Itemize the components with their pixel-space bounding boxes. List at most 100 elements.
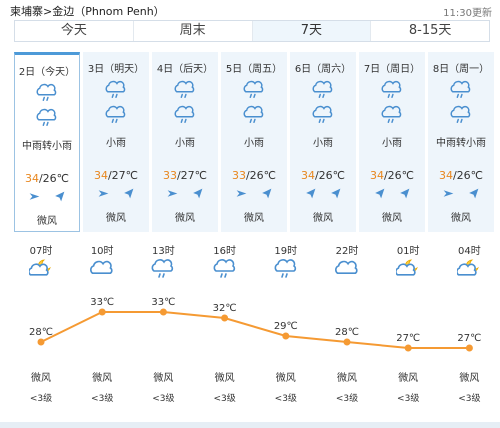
night-cloudy-icon <box>457 259 480 276</box>
day-high: 34 <box>24 172 39 185</box>
hour-icon-slot <box>210 256 240 282</box>
day-column[interactable]: 3日（明天） 小雨 34/27℃ 微风 <box>83 52 149 232</box>
night-icon-slot <box>428 103 494 127</box>
day-icon-slot <box>359 78 425 102</box>
wind-direction <box>15 190 79 206</box>
rain-icon <box>174 105 195 123</box>
day-column[interactable]: 2日（今天） 中雨转小雨 34/26℃ 微风 <box>14 52 80 232</box>
hour-wind: 微风 <box>459 373 480 384</box>
temperature-point <box>404 344 412 352</box>
hour-icon-slot <box>332 256 362 282</box>
day-date: 6日（周六） <box>294 64 352 75</box>
seven-day-forecast: 2日（今天） 中雨转小雨 34/26℃ 微风 3日（明天） 小雨 34/27℃ … <box>14 52 494 232</box>
tab-8-15-days[interactable]: 8-15天 <box>371 21 489 41</box>
day-wind: 微风 <box>106 213 126 224</box>
temperature-line-chart: 28℃ 33℃ 33℃ 32℃ 29℃ 28℃ 27℃ 27℃ <box>29 297 481 352</box>
wind-northeast-icon <box>331 188 341 199</box>
day-icon-slot <box>83 78 149 102</box>
wind-direction <box>152 187 218 203</box>
rain-icon <box>450 80 471 98</box>
day-icon-slot <box>152 78 218 102</box>
day-weather: 中雨转小雨 <box>436 138 486 149</box>
day-weather: 小雨 <box>382 138 402 149</box>
wind-northeast-icon <box>469 188 479 199</box>
night-cloudy-icon <box>396 259 419 276</box>
night-icon-slot <box>83 103 149 127</box>
temperature-point <box>98 308 106 316</box>
rain-icon <box>381 105 402 123</box>
rain-icon <box>36 83 57 101</box>
wind-northeast-icon <box>124 188 134 199</box>
day-low: /26℃ <box>452 169 484 182</box>
day-icon-slot <box>15 81 79 105</box>
rain-icon <box>312 105 333 123</box>
hour-wind: 微风 <box>275 373 296 384</box>
hour-icon-slot <box>393 256 423 282</box>
temperature-data-label: 29℃ <box>274 321 298 332</box>
rain-icon <box>450 105 471 123</box>
temperature-data-label: 33℃ <box>151 297 175 308</box>
bottom-scrollbar[interactable] <box>0 422 500 428</box>
day-wind: 微风 <box>382 213 402 224</box>
rain-icon <box>274 259 296 278</box>
tab-bar: 今天 周末 7天 8-15天 <box>14 20 490 42</box>
wind-direction <box>83 187 149 203</box>
night-icon-slot <box>221 103 287 127</box>
cloudy-icon <box>335 260 358 274</box>
wind-east-icon <box>236 190 247 197</box>
day-high: 34 <box>300 169 315 182</box>
hour-icon-slot <box>87 256 117 282</box>
hour-icon-slot <box>26 256 56 282</box>
wind-east-icon <box>98 190 109 197</box>
temperature-point <box>221 314 229 322</box>
wind-direction <box>359 187 425 203</box>
day-low: /26℃ <box>314 169 346 182</box>
day-date: 5日（周五） <box>225 64 283 75</box>
night-cloudy-icon <box>29 259 51 276</box>
day-column[interactable]: 5日（周五） 小雨 33/26℃ 微风 <box>221 52 287 232</box>
temperature-data-label: 27℃ <box>396 333 420 344</box>
rain-icon <box>312 80 333 98</box>
rain-icon <box>105 105 126 123</box>
day-wind: 微风 <box>313 213 333 224</box>
day-high: 34 <box>369 169 384 182</box>
breadcrumb[interactable]: 柬埔寨>金边（Phnom Penh） <box>10 5 165 18</box>
hour-wind: 微风 <box>214 373 235 384</box>
hour-label: 19时 <box>274 246 298 257</box>
rain-icon <box>213 259 235 278</box>
day-temperature: 33/27℃ <box>152 169 218 182</box>
day-weather: 小雨 <box>175 138 195 149</box>
tab-weekend[interactable]: 周末 <box>133 21 253 41</box>
header: 柬埔寨>金边（Phnom Penh） 11:30更新 <box>0 0 500 20</box>
day-low: /26℃ <box>38 172 70 185</box>
day-column[interactable]: 8日（周一） 中雨转小雨 34/26℃ 微风 <box>428 52 494 232</box>
hourly-forecast: 28℃ 33℃ 33℃ 32℃ 29℃ 28℃ 27℃ 27℃ 07时 微风 <3级 10时 微风 <… <box>0 236 500 428</box>
tab-7-days[interactable]: 7天 <box>252 21 372 41</box>
day-icon-slot <box>428 78 494 102</box>
wind-direction <box>221 187 287 203</box>
day-column[interactable]: 6日（周六） 小雨 34/26℃ 微风 <box>290 52 356 232</box>
day-date: 3日（明天） <box>87 64 145 75</box>
temperature-point <box>37 338 45 346</box>
wind-northeast-icon <box>306 188 316 199</box>
day-date: 4日（后天） <box>156 64 214 75</box>
rain-icon <box>105 80 126 98</box>
tab-today[interactable]: 今天 <box>15 21 134 41</box>
rain-icon <box>151 259 174 278</box>
day-column[interactable]: 7日（周日） 小雨 34/26℃ 微风 <box>359 52 425 232</box>
day-low: /27℃ <box>107 169 139 182</box>
temperature-data-label: 32℃ <box>213 303 237 314</box>
wind-northeast-icon <box>55 191 65 202</box>
day-high: 34 <box>438 169 453 182</box>
day-high: 33 <box>231 169 246 182</box>
wind-northeast-icon <box>193 188 203 199</box>
hour-label: 16时 <box>213 246 236 257</box>
day-column[interactable]: 4日（后天） 小雨 33/27℃ 微风 <box>152 52 218 232</box>
day-weather: 小雨 <box>106 138 126 149</box>
hour-wind: 微风 <box>398 373 419 384</box>
day-wind: 微风 <box>451 213 471 224</box>
hour-wind-level: <3级 <box>335 394 359 404</box>
hour-icon-slot <box>454 256 484 282</box>
day-low: /27℃ <box>176 169 208 182</box>
cloudy-icon <box>90 260 113 274</box>
